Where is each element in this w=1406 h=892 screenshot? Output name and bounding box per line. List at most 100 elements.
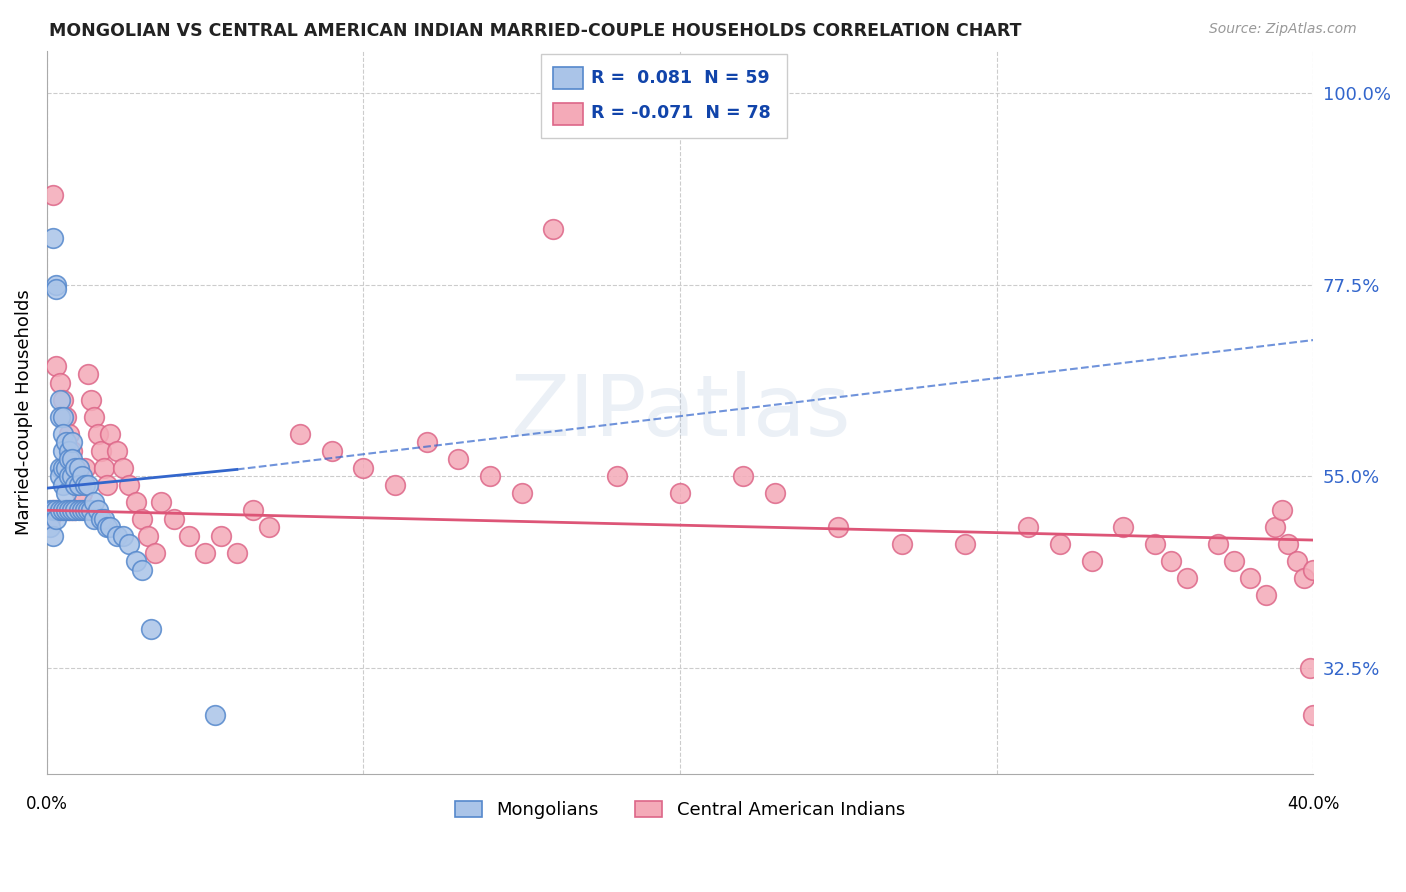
Point xyxy=(136,529,159,543)
Point xyxy=(58,443,80,458)
Point xyxy=(55,409,77,424)
Point xyxy=(45,359,67,373)
Point xyxy=(45,277,67,292)
Text: 40.0%: 40.0% xyxy=(1286,796,1340,814)
Point xyxy=(257,520,280,534)
Point xyxy=(60,435,83,450)
Point xyxy=(1302,707,1324,722)
Point xyxy=(77,367,100,381)
Point xyxy=(42,188,65,202)
Point xyxy=(67,460,90,475)
Point xyxy=(124,554,146,568)
Point xyxy=(48,409,70,424)
Point xyxy=(93,512,115,526)
Point xyxy=(45,512,67,526)
Point xyxy=(73,503,96,517)
Point xyxy=(86,503,108,517)
Point xyxy=(1049,537,1071,551)
Point xyxy=(83,409,105,424)
Point xyxy=(1254,588,1277,602)
Point xyxy=(288,426,311,441)
Point xyxy=(1206,537,1229,551)
Point xyxy=(52,477,75,491)
Point xyxy=(179,529,201,543)
Point xyxy=(52,503,75,517)
Point xyxy=(111,529,134,543)
Point xyxy=(143,546,166,560)
Point xyxy=(225,546,247,560)
Text: MONGOLIAN VS CENTRAL AMERICAN INDIAN MARRIED-COUPLE HOUSEHOLDS CORRELATION CHART: MONGOLIAN VS CENTRAL AMERICAN INDIAN MAR… xyxy=(49,22,1022,40)
Point xyxy=(1302,563,1324,577)
Point xyxy=(86,426,108,441)
Point xyxy=(42,231,65,245)
Y-axis label: Married-couple Households: Married-couple Households xyxy=(15,290,32,535)
Point xyxy=(1292,571,1315,585)
Point xyxy=(45,503,67,517)
Point xyxy=(77,477,100,491)
Point xyxy=(162,512,184,526)
Point xyxy=(131,563,153,577)
Point xyxy=(58,452,80,467)
Point xyxy=(45,503,67,517)
Point xyxy=(73,460,96,475)
Point xyxy=(733,469,755,483)
Point xyxy=(80,503,103,517)
Point xyxy=(90,512,112,526)
Point xyxy=(1160,554,1182,568)
Point xyxy=(543,222,565,236)
Point xyxy=(70,469,93,483)
Point xyxy=(1112,520,1135,534)
Point xyxy=(479,469,502,483)
Point xyxy=(141,623,163,637)
Point xyxy=(48,503,70,517)
Point xyxy=(1017,520,1039,534)
Point xyxy=(1080,554,1102,568)
Point xyxy=(510,486,533,500)
Point xyxy=(321,443,343,458)
Point xyxy=(1175,571,1198,585)
Point xyxy=(73,477,96,491)
Point xyxy=(55,435,77,450)
Point xyxy=(209,529,232,543)
Point xyxy=(52,409,75,424)
Point xyxy=(58,503,80,517)
Point xyxy=(669,486,692,500)
Point xyxy=(96,520,118,534)
Point xyxy=(65,503,87,517)
Point xyxy=(827,520,849,534)
Point xyxy=(39,520,62,534)
Point xyxy=(83,512,105,526)
Point xyxy=(204,707,226,722)
Point xyxy=(52,426,75,441)
Point xyxy=(77,503,100,517)
Point xyxy=(55,486,77,500)
Point xyxy=(194,546,217,560)
Point xyxy=(105,443,128,458)
Point xyxy=(70,486,93,500)
Point xyxy=(55,460,77,475)
Point xyxy=(60,503,83,517)
Point xyxy=(93,460,115,475)
Point xyxy=(65,477,87,491)
Point xyxy=(1223,554,1246,568)
Text: R =  0.081  N = 59: R = 0.081 N = 59 xyxy=(591,69,769,87)
Point xyxy=(447,452,470,467)
Point xyxy=(953,537,976,551)
Point xyxy=(60,469,83,483)
Point xyxy=(52,503,75,517)
Point xyxy=(242,503,264,517)
Point xyxy=(60,452,83,467)
Point xyxy=(65,460,87,475)
Text: Source: ZipAtlas.com: Source: ZipAtlas.com xyxy=(1209,22,1357,37)
Text: R = -0.071  N = 78: R = -0.071 N = 78 xyxy=(591,104,770,122)
Point xyxy=(42,503,65,517)
Point xyxy=(58,503,80,517)
Point xyxy=(58,469,80,483)
Point xyxy=(48,392,70,407)
Point xyxy=(70,503,93,517)
Point xyxy=(105,529,128,543)
Point xyxy=(39,512,62,526)
Text: ZIPatlas: ZIPatlas xyxy=(510,371,851,454)
Point xyxy=(1277,537,1299,551)
Point xyxy=(1299,661,1322,675)
